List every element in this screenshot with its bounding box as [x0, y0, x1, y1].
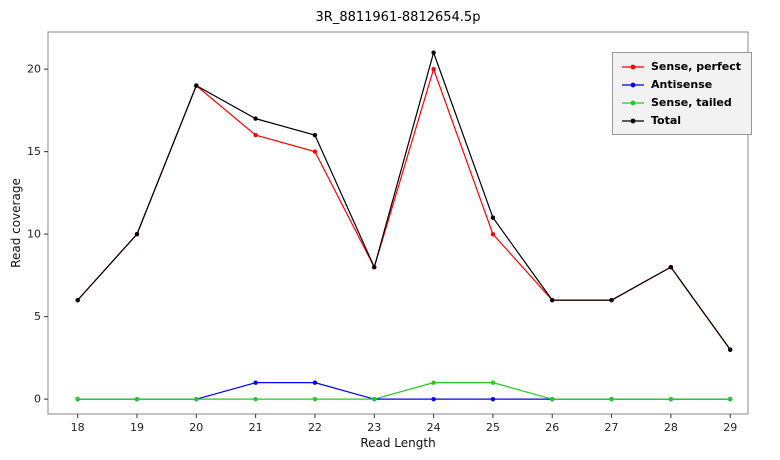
svg-text:27: 27	[605, 421, 619, 434]
legend-label: Antisense	[650, 78, 713, 91]
svg-text:23: 23	[367, 421, 381, 434]
svg-text:0: 0	[34, 393, 41, 406]
legend-marker-icon	[621, 118, 644, 123]
svg-text:21: 21	[249, 421, 263, 434]
svg-text:28: 28	[664, 421, 678, 434]
legend-item: Sense, perfect	[621, 60, 741, 73]
legend: Sense, perfect Antisense Sense, tailed Tota…	[611, 52, 752, 135]
legend-label: Sense, perfect	[650, 60, 741, 73]
svg-text:20: 20	[27, 63, 41, 76]
legend-label: Sense, tailed	[650, 96, 732, 109]
svg-text:24: 24	[427, 421, 441, 434]
svg-text:22: 22	[308, 421, 322, 434]
svg-text:25: 25	[486, 421, 500, 434]
legend-label: Total	[650, 114, 682, 127]
legend-item: Antisense	[621, 78, 741, 91]
svg-text:26: 26	[545, 421, 559, 434]
svg-text:19: 19	[130, 421, 144, 434]
svg-text:29: 29	[723, 421, 737, 434]
svg-text:20: 20	[189, 421, 203, 434]
legend-marker-icon	[621, 64, 644, 69]
svg-text:5: 5	[34, 310, 41, 323]
legend-marker-icon	[621, 100, 644, 105]
legend-item: Sense, tailed	[621, 96, 741, 109]
legend-marker-icon	[621, 82, 644, 87]
svg-text:10: 10	[27, 228, 41, 241]
x-axis-label: Read Length	[360, 436, 436, 450]
svg-text:18: 18	[71, 421, 85, 434]
chart-title: 3R_8811961-8812654.5p	[315, 10, 481, 25]
svg-text:15: 15	[27, 145, 41, 158]
legend-item: Total	[621, 114, 741, 127]
